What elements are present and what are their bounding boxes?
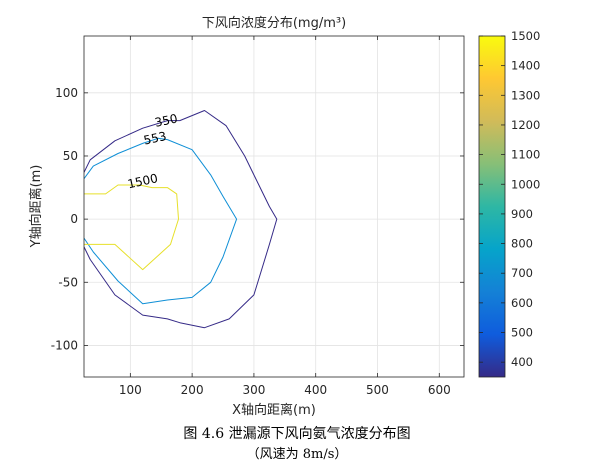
plot-area [84,36,464,377]
colorbar-tick-label: 1000 [511,177,540,191]
colorbar-tick-label: 400 [511,355,533,369]
x-tick-label: 600 [428,383,451,397]
y-axis-label: Y轴向距离(m) [28,165,44,249]
colorbar-tick-label: 800 [511,237,533,251]
grid-lines [84,36,464,377]
colorbar [478,35,506,378]
x-tick-label: 400 [304,383,327,397]
x-axis-ticks: 100 200 300 400 500 600 [119,36,451,397]
colorbar-tick-label: 900 [511,207,533,221]
contour-label-1500: 1500 [126,171,159,191]
x-tick-label: 300 [242,383,265,397]
colorbar-tick-label: 600 [511,296,533,310]
colorbar-tick-label: 1400 [511,59,540,73]
figure-caption-subtitle: （风速为 8m/s） [246,447,348,462]
contour-label-553: 553 [142,129,167,147]
contour-lines [84,110,278,329]
x-tick-label: 500 [366,383,389,397]
y-tick-label: 100 [55,86,78,100]
y-tick-label: 50 [63,149,78,163]
colorbar-tick-label: 1500 [511,29,540,43]
y-tick-label: -100 [51,338,78,352]
x-axis-label: X轴向距离(m) [232,402,316,418]
colorbar-tick-label: 1300 [511,88,540,102]
colorbar-tick-label: 1100 [511,148,540,162]
y-tick-label: -50 [58,275,78,289]
contour-line-350 [84,110,278,329]
colorbar-tick-label: 500 [511,326,533,340]
colorbar-tick-label: 700 [511,266,533,280]
plot-frame [83,35,465,378]
y-axis-ticks: -100 -50 0 50 100 [51,86,464,352]
colorbar-ticks: 400 500 600 700 800 900 1000 1100 1200 1300 1400 15… [479,29,540,369]
figure-caption: 图 4.6 泄漏源下风向氨气浓度分布图 [183,426,411,442]
colorbar-tick-label: 1200 [511,118,540,132]
y-tick-label: 0 [70,212,78,226]
chart-title: 下风向浓度分布(mg/m³) [202,15,346,31]
contour-line-1500 [84,184,179,271]
contour-line-553 [84,137,238,305]
x-tick-label: 100 [119,383,142,397]
contour-label-350: 350 [154,111,179,129]
x-tick-label: 200 [181,383,204,397]
